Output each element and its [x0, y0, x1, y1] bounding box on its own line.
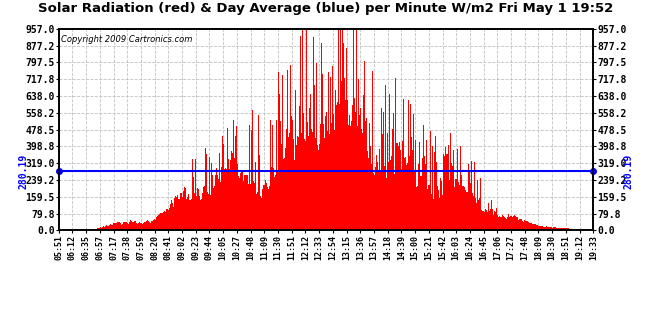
Text: 280.19: 280.19	[19, 154, 29, 189]
Text: 280.19: 280.19	[623, 154, 633, 189]
Text: Solar Radiation (red) & Day Average (blue) per Minute W/m2 Fri May 1 19:52: Solar Radiation (red) & Day Average (blu…	[38, 2, 614, 15]
Text: Copyright 2009 Cartronics.com: Copyright 2009 Cartronics.com	[61, 35, 193, 44]
